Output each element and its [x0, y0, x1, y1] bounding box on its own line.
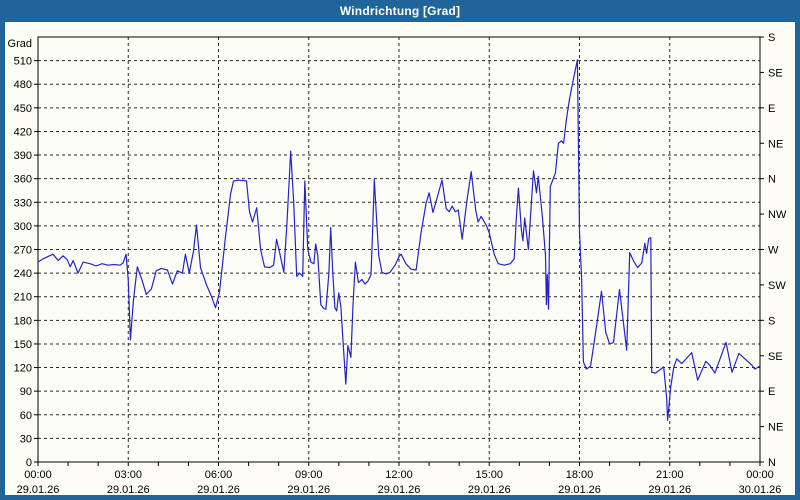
wind-direction-line	[37, 59, 761, 421]
svg-text:03:00: 03:00	[114, 469, 142, 481]
svg-text:360: 360	[14, 174, 32, 186]
svg-text:29.01.26: 29.01.26	[468, 484, 511, 495]
x-axis-time-labels: 00:00 03:00 06:00 09:00 12:00 15:00 18:00 21:00…	[24, 469, 774, 481]
x-axis-date-labels: 29.01.26 29.01.26 29.01.26 29.01.26 29.01.26…	[17, 484, 782, 496]
svg-text:0: 0	[26, 457, 32, 469]
chart-canvas: 0 30 60 90 120 150 180 210 240 270 300 330 360 390 420…	[8, 32, 787, 496]
svg-text:09:00: 09:00	[295, 469, 323, 481]
svg-text:00:00: 00:00	[746, 469, 774, 481]
svg-text:90: 90	[20, 386, 32, 398]
svg-text:510: 510	[14, 56, 32, 68]
svg-text:N: N	[768, 457, 776, 469]
svg-text:E: E	[768, 386, 775, 398]
svg-text:210: 210	[14, 292, 32, 304]
y-axis-right-ticks	[760, 36, 764, 463]
svg-text:60: 60	[20, 410, 32, 422]
svg-text:S: S	[768, 315, 775, 327]
svg-text:29.01.26: 29.01.26	[648, 484, 691, 495]
svg-text:29.01.26: 29.01.26	[378, 484, 421, 495]
svg-text:NW: NW	[768, 209, 787, 221]
title-bar[interactable]: Windrichtung [Grad]	[0, 0, 800, 22]
svg-text:120: 120	[14, 363, 32, 375]
svg-text:29.01.26: 29.01.26	[197, 484, 240, 495]
svg-text:29.01.26: 29.01.26	[558, 484, 601, 495]
svg-text:30.01.26: 30.01.26	[739, 484, 782, 495]
svg-text:00:00: 00:00	[24, 469, 52, 481]
svg-text:06:00: 06:00	[205, 469, 233, 481]
svg-text:150: 150	[14, 339, 32, 351]
svg-text:E: E	[768, 103, 775, 115]
svg-text:330: 330	[14, 197, 32, 209]
svg-text:29.01.26: 29.01.26	[287, 484, 330, 495]
svg-text:240: 240	[14, 268, 32, 280]
svg-text:S: S	[768, 32, 775, 44]
svg-text:30: 30	[20, 433, 32, 445]
svg-text:270: 270	[14, 245, 32, 257]
y-axis-unit-label: Grad	[8, 38, 32, 50]
svg-text:SE: SE	[768, 67, 783, 79]
svg-text:300: 300	[14, 221, 32, 233]
chart-area: 0 30 60 90 120 150 180 210 240 270 300 330 360 390 420…	[5, 22, 795, 496]
x-axis-tick-marks	[37, 462, 761, 466]
svg-text:480: 480	[14, 79, 32, 91]
svg-text:N: N	[768, 174, 776, 186]
y-axis-left-labels: 0 30 60 90 120 150 180 210 240 270 300 330 360 390 420…	[14, 56, 32, 469]
svg-text:SW: SW	[768, 280, 786, 292]
svg-text:450: 450	[14, 103, 32, 115]
svg-text:29.01.26: 29.01.26	[107, 484, 150, 495]
svg-text:420: 420	[14, 126, 32, 138]
svg-text:21:00: 21:00	[656, 469, 684, 481]
svg-text:SE: SE	[768, 351, 783, 363]
svg-text:15:00: 15:00	[475, 469, 503, 481]
y-axis-left-ticks	[34, 60, 38, 463]
window-title: Windrichtung [Grad]	[339, 4, 461, 18]
svg-text:180: 180	[14, 315, 32, 327]
svg-text:390: 390	[14, 150, 32, 162]
svg-text:18:00: 18:00	[566, 469, 594, 481]
svg-text:12:00: 12:00	[385, 469, 413, 481]
svg-text:NE: NE	[768, 138, 783, 150]
svg-text:29.01.26: 29.01.26	[17, 484, 60, 495]
svg-text:NE: NE	[768, 422, 783, 434]
y-axis-right-labels: S SE E NE N NW W SW S SE E NE N	[768, 32, 787, 469]
svg-text:W: W	[768, 245, 779, 257]
